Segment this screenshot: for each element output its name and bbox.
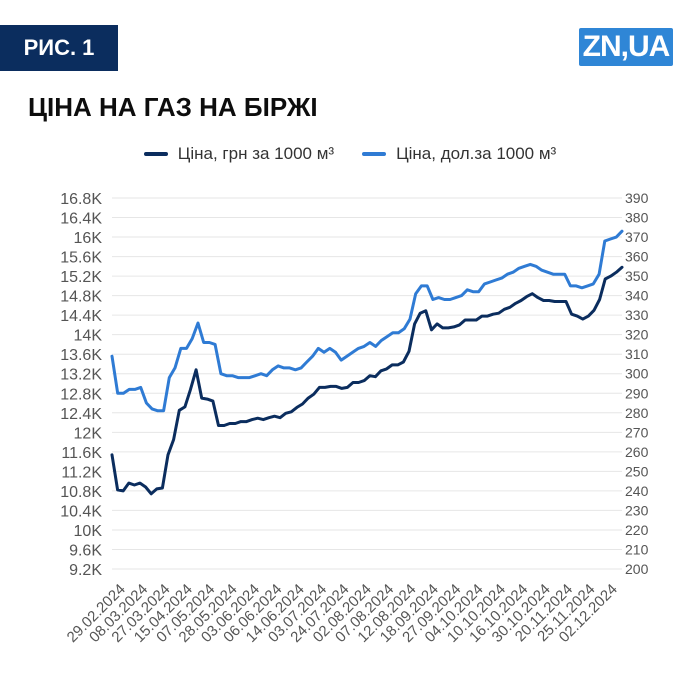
left-tick-label: 14.8K xyxy=(60,289,102,306)
right-tick-label: 230 xyxy=(625,502,649,518)
series-line-uah xyxy=(110,265,624,496)
left-tick-label: 13.6K xyxy=(60,347,102,364)
legend-item-usd: Ціна, дол.за 1000 м³ xyxy=(362,144,556,164)
series-line-usd xyxy=(110,229,624,413)
right-tick-label: 350 xyxy=(625,268,649,284)
chart-title: ЦІНА НА ГАЗ НА БІРЖІ xyxy=(28,92,318,122)
left-tick-label: 9.2K xyxy=(69,562,102,579)
right-tick-label: 370 xyxy=(625,229,649,245)
right-tick-label: 340 xyxy=(625,288,649,304)
left-tick-label: 15.6K xyxy=(60,250,102,267)
left-tick-label: 10.8K xyxy=(60,484,102,501)
left-tick-label: 11.6K xyxy=(61,445,102,462)
right-tick-label: 390 xyxy=(625,190,649,206)
left-tick-label: 15.2K xyxy=(60,269,102,286)
right-tick-label: 320 xyxy=(625,327,649,343)
left-tick-label: 14.4K xyxy=(60,308,102,325)
right-tick-label: 220 xyxy=(625,522,649,538)
right-tick-label: 280 xyxy=(625,405,649,421)
figure-badge: РИС. 1 xyxy=(0,25,118,71)
legend-item-uah: Ціна, грн за 1000 м³ xyxy=(143,144,335,164)
right-tick-label: 330 xyxy=(625,307,649,323)
left-tick-label: 11.2K xyxy=(61,464,102,481)
right-tick-label: 250 xyxy=(625,463,649,479)
left-tick-label: 16.4K xyxy=(60,211,102,228)
left-tick-label: 12.4K xyxy=(60,406,102,423)
left-tick-label: 16.8K xyxy=(60,191,102,208)
left-tick-label: 10.4K xyxy=(60,503,102,520)
x-axis-ticks: 29.02.202408.03.202427.03.202415.04.2024… xyxy=(64,581,621,646)
left-axis-ticks: 16.8K 16.4K 16K 15.6K 15.2K 14.8K 14.4K 14K 13.6… xyxy=(60,191,102,579)
left-tick-label: 14K xyxy=(74,328,103,345)
zn-ua-logo: ZN,UA xyxy=(579,28,673,66)
figure-badge-text: РИС. 1 xyxy=(23,35,95,60)
legend-label-uah: Ціна, грн за 1000 м³ xyxy=(177,144,335,163)
left-tick-label: 13.2K xyxy=(60,367,102,384)
right-tick-label: 260 xyxy=(625,444,649,460)
legend-label-usd: Ціна, дол.за 1000 м³ xyxy=(396,144,557,163)
series-lines xyxy=(110,229,624,496)
logo-text: ZN,UA xyxy=(582,30,671,63)
right-tick-label: 300 xyxy=(625,366,649,382)
right-axis-ticks: 390 380 370 360 350 340 330 320 310 300 290 280 270 2… xyxy=(625,190,649,577)
right-tick-label: 310 xyxy=(625,346,649,362)
right-tick-label: 360 xyxy=(625,249,649,265)
right-tick-label: 210 xyxy=(625,541,649,557)
left-tick-label: 10K xyxy=(74,523,103,540)
left-tick-label: 16K xyxy=(74,230,103,247)
right-tick-label: 200 xyxy=(625,561,649,577)
left-tick-label: 9.6K xyxy=(69,542,102,559)
right-tick-label: 270 xyxy=(625,424,649,440)
legend-swatch-usd xyxy=(362,152,387,156)
left-tick-label: 12.8K xyxy=(60,386,102,403)
right-tick-label: 240 xyxy=(625,483,649,499)
right-tick-label: 290 xyxy=(625,385,649,401)
right-tick-label: 380 xyxy=(625,210,649,226)
chart-legend: Ціна, грн за 1000 м³ Ціна, дол.за 1000 м… xyxy=(0,144,700,164)
gridlines xyxy=(112,197,622,570)
left-tick-label: 12K xyxy=(74,425,103,442)
legend-swatch-uah xyxy=(143,152,168,156)
